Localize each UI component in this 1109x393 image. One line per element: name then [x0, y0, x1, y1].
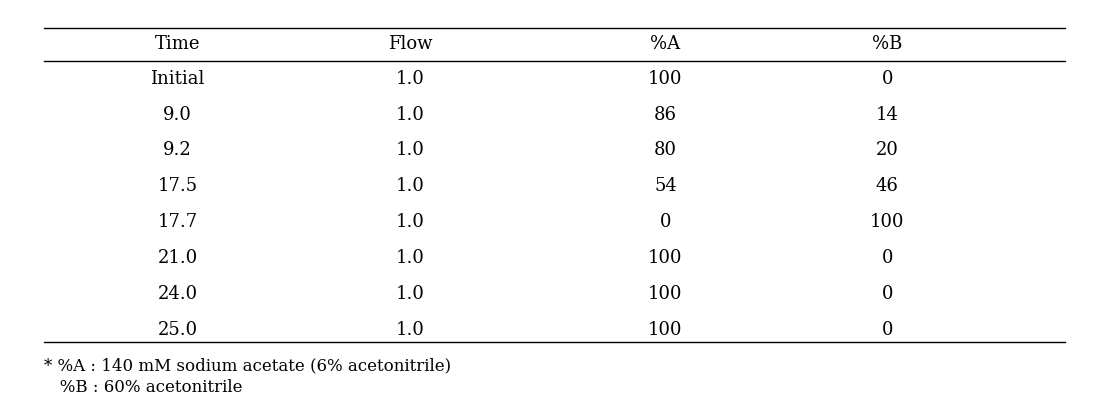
Text: 1.0: 1.0: [396, 141, 425, 160]
Text: 17.7: 17.7: [157, 213, 197, 231]
Text: 0: 0: [660, 213, 671, 231]
Text: %A: %A: [650, 35, 681, 53]
Text: 86: 86: [654, 106, 676, 123]
Text: 20: 20: [876, 141, 898, 160]
Text: Initial: Initial: [150, 70, 205, 88]
Text: 0: 0: [882, 285, 893, 303]
Text: 54: 54: [654, 177, 676, 195]
Text: 25.0: 25.0: [157, 321, 197, 339]
Text: 17.5: 17.5: [157, 177, 197, 195]
Text: 9.2: 9.2: [163, 141, 192, 160]
Text: 24.0: 24.0: [157, 285, 197, 303]
Text: 100: 100: [648, 321, 683, 339]
Text: 0: 0: [882, 70, 893, 88]
Text: %B: %B: [872, 35, 903, 53]
Text: 100: 100: [648, 285, 683, 303]
Text: 1.0: 1.0: [396, 177, 425, 195]
Text: 1.0: 1.0: [396, 213, 425, 231]
Text: 1.0: 1.0: [396, 285, 425, 303]
Text: 0: 0: [882, 321, 893, 339]
Text: 1.0: 1.0: [396, 249, 425, 267]
Text: 21.0: 21.0: [157, 249, 197, 267]
Text: Flow: Flow: [388, 35, 433, 53]
Text: 100: 100: [648, 70, 683, 88]
Text: 0: 0: [882, 249, 893, 267]
Text: 100: 100: [869, 213, 905, 231]
Text: 14: 14: [876, 106, 898, 123]
Text: 46: 46: [876, 177, 898, 195]
Text: * %A : 140 mM sodium acetate (6% acetonitrile): * %A : 140 mM sodium acetate (6% acetoni…: [44, 358, 451, 375]
Text: 9.0: 9.0: [163, 106, 192, 123]
Text: %B : 60% acetonitrile: %B : 60% acetonitrile: [44, 379, 243, 393]
Text: 1.0: 1.0: [396, 106, 425, 123]
Text: 1.0: 1.0: [396, 70, 425, 88]
Text: 100: 100: [648, 249, 683, 267]
Text: 1.0: 1.0: [396, 321, 425, 339]
Text: 80: 80: [654, 141, 676, 160]
Text: Time: Time: [154, 35, 201, 53]
